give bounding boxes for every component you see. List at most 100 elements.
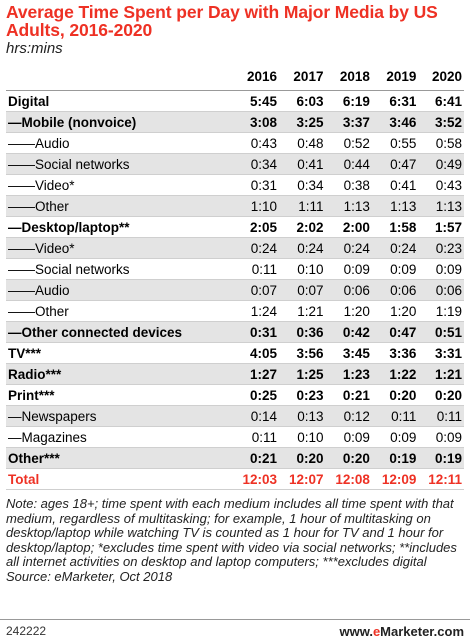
value-cell: 0:09 bbox=[435, 429, 462, 445]
value-cell: 1:24 bbox=[250, 303, 277, 319]
value-cell: 0:21 bbox=[249, 450, 277, 466]
value-cell: 1:10 bbox=[250, 198, 277, 214]
row-label: ——Social networks bbox=[8, 156, 130, 172]
value-cell: 0:09 bbox=[390, 429, 417, 445]
value-cell: 0:07 bbox=[297, 282, 324, 298]
value-cell: 0:10 bbox=[297, 261, 324, 277]
table-row: —Newspapers 0:14 0:13 0:12 0:11 0:11 bbox=[6, 405, 464, 427]
table-body: Digital 5:45 6:03 6:19 6:31 6:41 —Mobile (nonv… bbox=[6, 91, 464, 490]
value-cell: 0:23 bbox=[435, 240, 462, 256]
row-label: ——Video* bbox=[8, 177, 75, 193]
value-cell: 0:24 bbox=[390, 240, 417, 256]
value-cell: 12:03 bbox=[242, 471, 277, 487]
value-cell: 3:36 bbox=[389, 345, 417, 361]
row-label: ——Social networks bbox=[8, 261, 130, 277]
row-label: Other*** bbox=[8, 450, 60, 466]
value-cell: 0:52 bbox=[343, 135, 370, 151]
table-row: —Desktop/laptop** 2:05 2:02 2:00 1:58 1:57 bbox=[6, 217, 464, 238]
value-cell: 6:03 bbox=[296, 93, 324, 109]
table-row: Print*** 0:25 0:23 0:21 0:20 0:20 bbox=[6, 385, 464, 406]
col-header: 2020 bbox=[418, 64, 464, 91]
value-cell: 1:57 bbox=[434, 219, 462, 235]
row-label: —Newspapers bbox=[8, 408, 97, 424]
col-header: 2017 bbox=[279, 64, 326, 91]
value-cell: 0:14 bbox=[250, 408, 277, 424]
value-cell: 0:34 bbox=[250, 156, 277, 172]
value-cell: 0:24 bbox=[343, 240, 370, 256]
value-cell: 6:41 bbox=[434, 93, 462, 109]
table-row: TV*** 4:05 3:56 3:45 3:36 3:31 bbox=[6, 343, 464, 364]
value-cell: 0:24 bbox=[297, 240, 324, 256]
value-cell: 3:52 bbox=[434, 114, 462, 130]
value-cell: 1:11 bbox=[298, 198, 324, 214]
value-cell: 0:09 bbox=[343, 429, 370, 445]
col-header: 2019 bbox=[371, 64, 419, 91]
value-cell: 0:10 bbox=[297, 429, 324, 445]
value-cell: 0:42 bbox=[342, 324, 370, 340]
value-cell: 0:31 bbox=[249, 324, 277, 340]
value-cell: 0:07 bbox=[250, 282, 277, 298]
value-cell: 0:11 bbox=[391, 408, 417, 424]
value-cell: 0:58 bbox=[435, 135, 462, 151]
value-cell: 1:20 bbox=[343, 303, 370, 319]
table-row: ——Other 1:10 1:11 1:13 1:13 1:13 bbox=[6, 195, 464, 217]
table-row: Radio*** 1:27 1:25 1:23 1:22 1:21 bbox=[6, 363, 464, 385]
value-cell: 0:19 bbox=[434, 450, 462, 466]
row-label: ——Other bbox=[8, 198, 69, 214]
value-cell: 0:47 bbox=[390, 156, 417, 172]
value-cell: 3:08 bbox=[249, 114, 277, 130]
value-cell: 5:45 bbox=[249, 93, 277, 109]
value-cell: 0:21 bbox=[342, 387, 370, 403]
chart-subtitle: hrs:mins bbox=[6, 40, 63, 57]
value-cell: 2:00 bbox=[342, 219, 370, 235]
value-cell: 0:44 bbox=[343, 156, 370, 172]
chart-id: 242222 bbox=[6, 624, 47, 638]
value-cell: 0:06 bbox=[343, 282, 370, 298]
note-text: Note: ages 18+; time spent with each med… bbox=[6, 496, 457, 570]
value-cell: 1:27 bbox=[249, 366, 277, 382]
data-table: 2016 2017 2018 2019 2020 Digital 5:45 6:03… bbox=[6, 64, 464, 490]
value-cell: 3:37 bbox=[342, 114, 370, 130]
row-label: Total bbox=[8, 471, 40, 487]
table-row: —Mobile (nonvoice) 3:08 3:25 3:37 3:46 3:52 bbox=[6, 111, 464, 133]
value-cell: 0:09 bbox=[343, 261, 370, 277]
row-label: —Magazines bbox=[8, 429, 87, 445]
col-header: 2018 bbox=[325, 64, 372, 91]
value-cell: 0:20 bbox=[389, 387, 417, 403]
table-row: Other*** 0:21 0:20 0:20 0:19 0:19 bbox=[6, 447, 464, 469]
table-row: ——Social networks 0:11 0:10 0:09 0:09 0:09 bbox=[6, 259, 464, 280]
emarketer-logo: www.eMarketer.com bbox=[339, 623, 464, 639]
value-cell: 0:25 bbox=[249, 387, 277, 403]
value-cell: 0:20 bbox=[434, 387, 462, 403]
value-cell: 1:25 bbox=[296, 366, 324, 382]
row-label: ——Audio bbox=[8, 282, 70, 298]
value-cell: 0:09 bbox=[435, 261, 462, 277]
table-row: ——Other 1:24 1:21 1:20 1:20 1:19 bbox=[6, 301, 464, 322]
value-cell: 6:31 bbox=[389, 93, 417, 109]
value-cell: 0:36 bbox=[296, 324, 324, 340]
value-cell: 0:43 bbox=[250, 135, 277, 151]
value-cell: 0:06 bbox=[435, 282, 462, 298]
footer: 242222 www.eMarketer.com bbox=[0, 619, 470, 642]
value-cell: 0:48 bbox=[297, 135, 324, 151]
value-cell: 1:20 bbox=[390, 303, 417, 319]
value-cell: 1:21 bbox=[297, 303, 324, 319]
row-label: —Desktop/laptop** bbox=[8, 219, 130, 235]
value-cell: 0:20 bbox=[342, 450, 370, 466]
table-row: ——Audio 0:07 0:07 0:06 0:06 0:06 bbox=[6, 279, 464, 301]
row-label: —Mobile (nonvoice) bbox=[8, 114, 137, 130]
row-label: Radio*** bbox=[8, 366, 62, 382]
value-cell: 2:02 bbox=[296, 219, 324, 235]
value-cell: 6:19 bbox=[342, 93, 370, 109]
row-label: —Other connected devices bbox=[8, 324, 183, 340]
value-cell: 0:47 bbox=[389, 324, 417, 340]
chart-note: Note: ages 18+; time spent with each med… bbox=[6, 496, 464, 585]
value-cell: 12:09 bbox=[381, 471, 417, 487]
table-row: —Magazines 0:11 0:10 0:09 0:09 0:09 bbox=[6, 427, 464, 448]
row-label: TV*** bbox=[8, 345, 42, 361]
col-header: 2016 bbox=[232, 64, 279, 91]
value-cell: 0:41 bbox=[390, 177, 417, 193]
header-row: 2016 2017 2018 2019 2020 bbox=[6, 64, 464, 91]
value-cell: 0:13 bbox=[297, 408, 324, 424]
table-row: Digital 5:45 6:03 6:19 6:31 6:41 bbox=[6, 91, 464, 112]
